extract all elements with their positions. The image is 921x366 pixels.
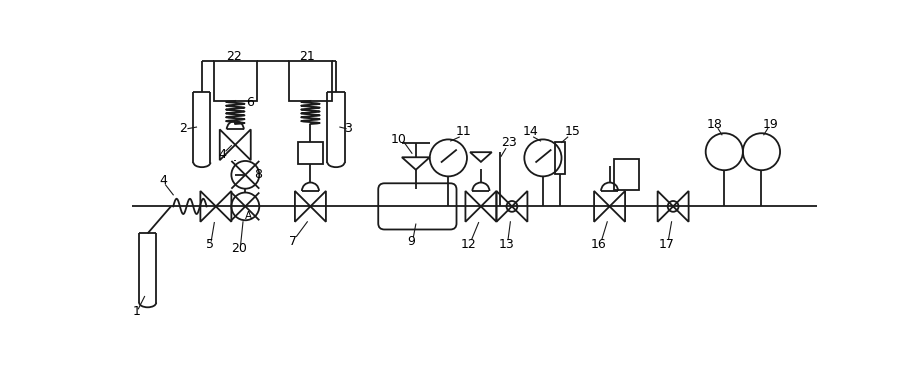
Text: 21: 21 [299,50,315,63]
Text: A: A [245,212,252,221]
Text: 19: 19 [763,117,778,131]
Text: 15: 15 [565,125,580,138]
Text: 6: 6 [246,96,254,109]
Text: 10: 10 [391,133,407,146]
Text: 12: 12 [460,238,476,251]
Bar [614,160,639,190]
Text: 17: 17 [659,238,675,251]
Text: 9: 9 [407,235,415,247]
Text: 2: 2 [180,122,187,135]
Text: 7: 7 [289,235,297,247]
Text: 14: 14 [522,125,539,138]
Text: 3: 3 [344,122,352,135]
Text: 1: 1 [133,305,141,318]
Bar [298,142,323,164]
Text: 4: 4 [218,148,226,161]
Text: 22: 22 [226,50,241,63]
Text: 8: 8 [253,168,262,181]
Text: 20: 20 [231,242,247,255]
Text: 18: 18 [707,117,723,131]
Text: 13: 13 [498,238,514,251]
Text: 11: 11 [456,125,472,138]
Bar [554,142,565,174]
Text: 16: 16 [591,238,607,251]
Text: 4: 4 [159,175,167,187]
Text: 5: 5 [205,238,214,251]
Text: 23: 23 [501,136,517,149]
Bar [214,61,257,101]
Bar [289,61,332,101]
